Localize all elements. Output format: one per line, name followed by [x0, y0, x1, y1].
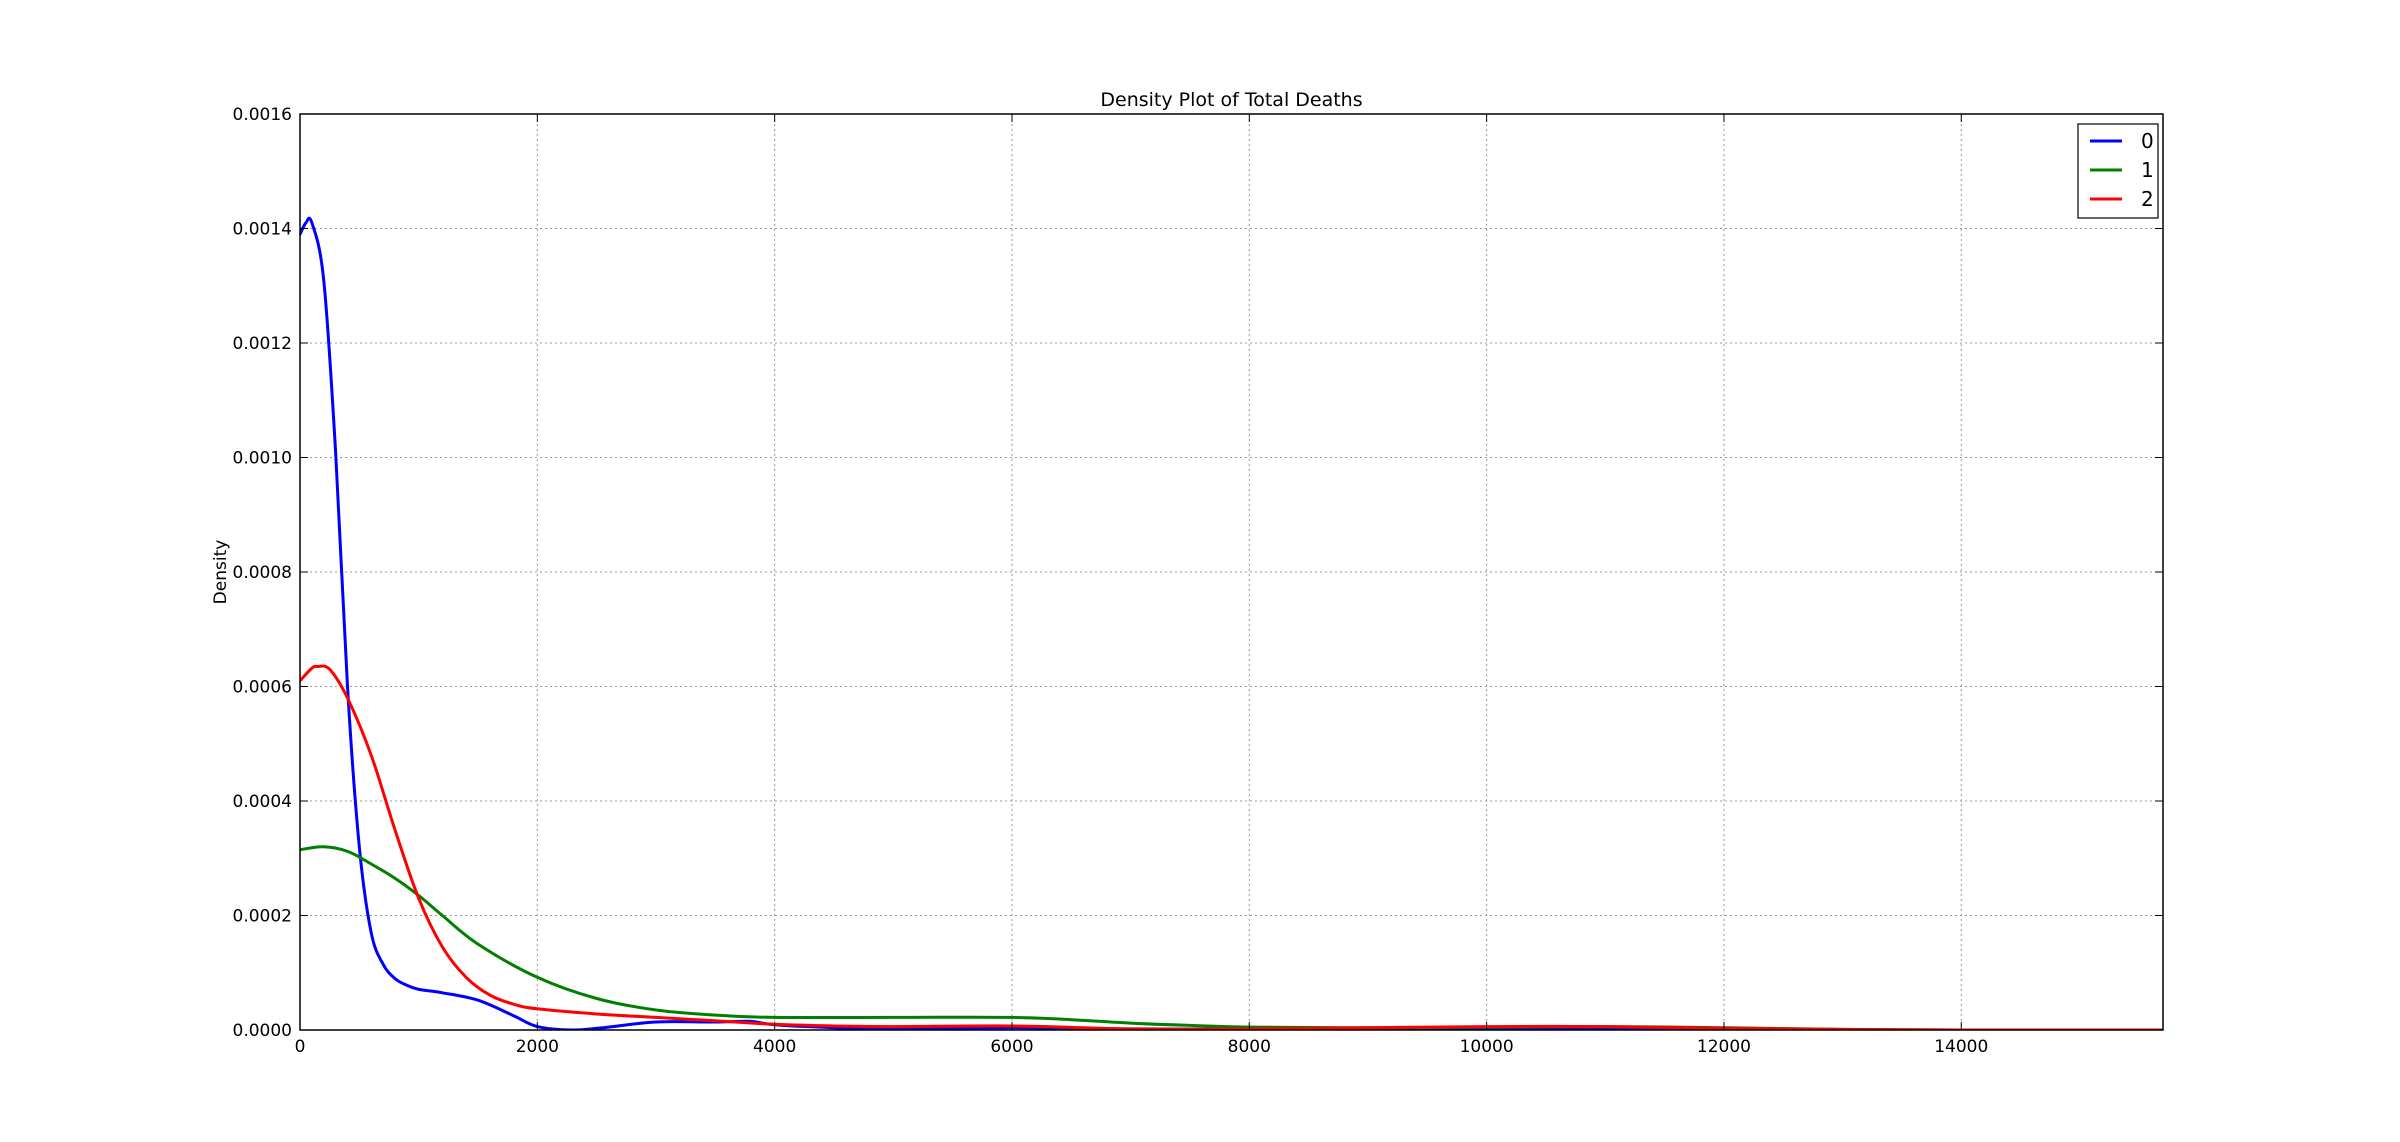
- y-tick-label: 0.0008: [233, 563, 292, 583]
- y-axis-label: Density: [211, 540, 231, 605]
- legend-label: 2: [2141, 187, 2154, 211]
- y-tick-label: 0.0016: [233, 105, 292, 125]
- y-tick-label: 0.0002: [233, 907, 292, 927]
- x-tick-label: 4000: [753, 1037, 796, 1057]
- y-tick-label: 0.0000: [233, 1021, 292, 1041]
- y-tick-label: 0.0006: [233, 678, 292, 698]
- x-tick-label: 10000: [1460, 1037, 1514, 1057]
- x-tick-label: 2000: [516, 1037, 559, 1057]
- x-tick-label: 8000: [1228, 1037, 1271, 1057]
- x-tick-label: 6000: [990, 1037, 1033, 1057]
- chart-title: Density Plot of Total Deaths: [1100, 89, 1362, 111]
- x-tick-label: 14000: [1934, 1037, 1988, 1057]
- y-tick-label: 0.0010: [233, 449, 292, 469]
- series-line-2: [300, 664, 2163, 1030]
- y-tick-label: 0.0012: [233, 334, 292, 354]
- legend-label: 0: [2141, 129, 2154, 153]
- legend-label: 1: [2141, 158, 2154, 182]
- x-tick-label: 12000: [1697, 1037, 1751, 1057]
- y-tick-label: 0.0014: [233, 220, 292, 240]
- legend: 0 1 2: [2077, 123, 2159, 219]
- axis-ticks: 0 2000 4000 6000 8000 10000 12000 14000 0.0000 0.…: [233, 105, 2163, 1057]
- y-tick-label: 0.0004: [233, 792, 292, 812]
- x-tick-label: 0: [295, 1037, 306, 1057]
